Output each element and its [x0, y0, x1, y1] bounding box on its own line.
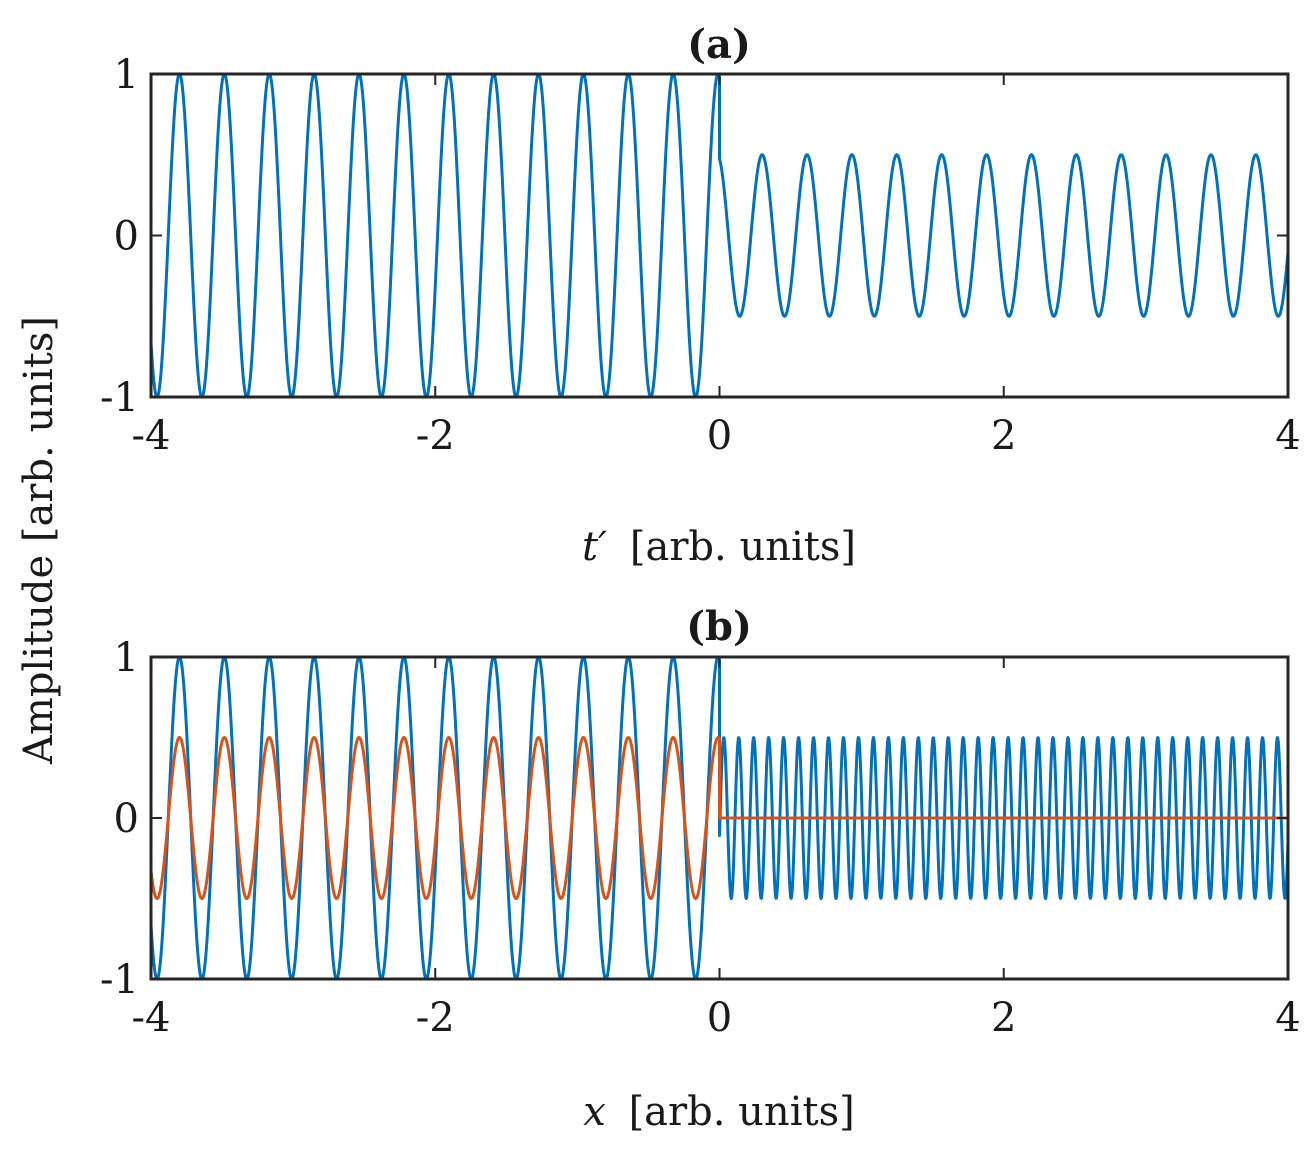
panel-a-ytick-labels: -1 0 1: [100, 52, 139, 421]
panel-b-series-layer: [149, 655, 1290, 981]
panel-a-xlabel: t′ [arb. units]: [582, 524, 856, 570]
panel-a-xtick-label: -4: [132, 413, 171, 459]
panel-b-ytick-label: 1: [114, 635, 139, 681]
panel-b-xtick-labels: -4 -2 0 2 4: [132, 995, 1301, 1041]
panel-a-xlabel-units: [arb. units]: [630, 524, 856, 570]
panel-a-series-layer: [149, 72, 1290, 399]
panel-a-xlabel-var: t′: [582, 524, 607, 570]
panel-b-ticks: [150, 656, 1289, 980]
panel-b-ytick-labels: -1 0 1: [100, 635, 139, 1003]
panel-a-xtick-label: 2: [991, 413, 1016, 459]
panel-a-ticks: [150, 73, 1289, 398]
panel-a-xtick-label: 0: [707, 413, 732, 459]
panel-b-xlabel-units: [arb. units]: [629, 1089, 855, 1135]
panel-b-xtick-label: 4: [1275, 995, 1300, 1041]
panel-a-xtick-labels: -4 -2 0 2 4: [132, 413, 1301, 459]
panel-a-title: (a): [687, 21, 751, 68]
panel-a: (a) -4 -2 0 2 4 -1 0 1 t′ [arb. units]: [100, 21, 1301, 570]
panel-b-series-2-line: [149, 736, 1290, 900]
panel-a-xtick-label: -2: [416, 413, 455, 459]
panel-b: (b) -4 -2 0 2 4 -1 0 1 x [arb. units]: [100, 603, 1301, 1135]
panel-b-xtick-label: 2: [991, 995, 1016, 1041]
panel-b-ytick-label: 0: [114, 796, 139, 842]
panel-a-ytick-label: 1: [114, 52, 139, 98]
panel-b-xlabel-var: x: [583, 1089, 606, 1135]
panel-b-ytick-label: -1: [100, 957, 139, 1003]
panel-b-title: (b): [686, 603, 752, 650]
panel-b-xtick-label: 0: [707, 995, 732, 1041]
panel-a-ytick-label: -1: [100, 375, 139, 421]
panel-a-xtick-label: 4: [1275, 413, 1300, 459]
panel-a-ytick-label: 0: [114, 214, 139, 260]
panel-b-xtick-label: -4: [132, 995, 171, 1041]
panel-b-xtick-label: -2: [416, 995, 455, 1041]
panel-b-xlabel: x [arb. units]: [583, 1089, 854, 1135]
panel-a-series-1-line: [149, 72, 1290, 399]
shared-ylabel: Amplitude [arb. units]: [16, 316, 62, 765]
